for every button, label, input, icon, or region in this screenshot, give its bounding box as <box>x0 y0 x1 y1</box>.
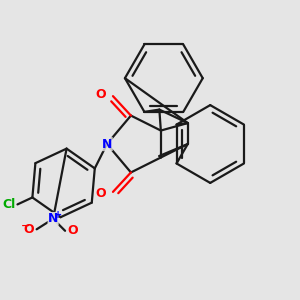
Text: +: + <box>54 210 63 220</box>
Text: O: O <box>68 224 78 237</box>
Text: N: N <box>48 212 58 225</box>
Text: Cl: Cl <box>3 198 16 211</box>
Text: −: − <box>21 221 31 231</box>
Text: O: O <box>96 88 106 101</box>
Text: O: O <box>24 223 34 236</box>
Text: N: N <box>102 137 112 151</box>
Text: O: O <box>96 187 106 200</box>
